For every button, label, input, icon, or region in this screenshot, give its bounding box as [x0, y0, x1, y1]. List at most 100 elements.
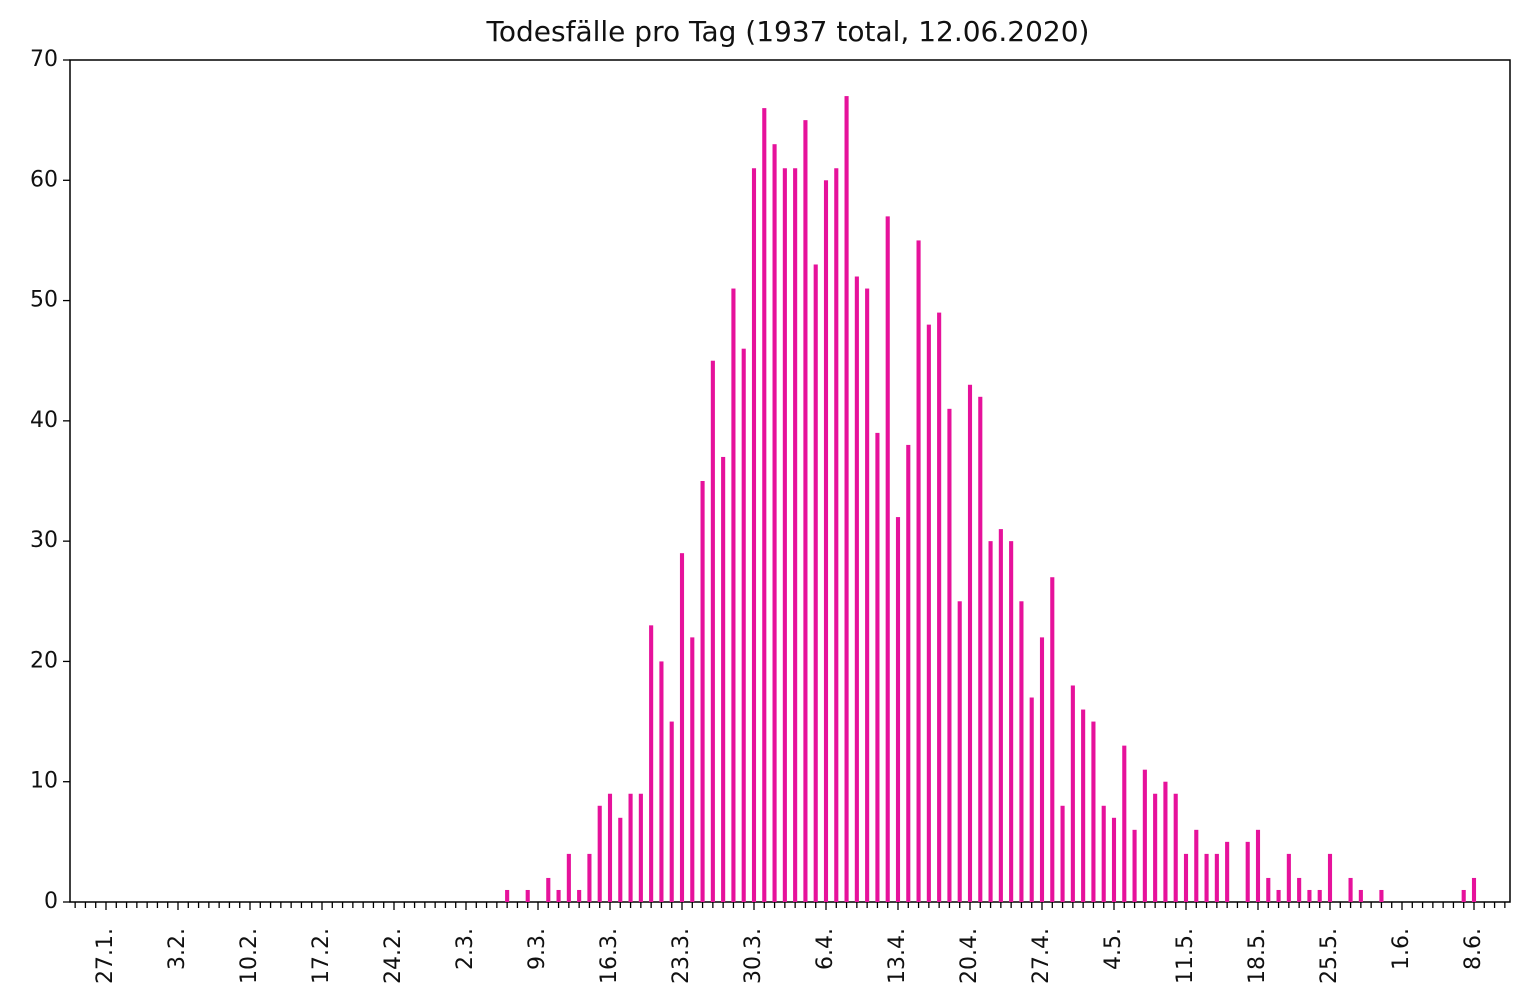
bar — [1194, 829, 1199, 902]
bar — [854, 276, 859, 902]
x-tick-label: 23.3. — [669, 928, 694, 984]
x-tick-label: 20.4. — [957, 928, 982, 984]
bar — [834, 168, 839, 902]
bar — [1153, 793, 1158, 902]
bar — [597, 805, 602, 902]
bar — [1009, 541, 1014, 902]
x-tick-label: 11.5. — [1173, 928, 1198, 984]
bar — [566, 853, 571, 902]
bar — [967, 384, 973, 902]
bar — [803, 120, 808, 902]
x-tick-label: 9.3. — [525, 928, 550, 970]
x-tick-label: 16.3. — [597, 928, 622, 984]
bar — [1214, 853, 1219, 902]
bar — [1163, 781, 1168, 902]
bar — [957, 601, 962, 902]
bar — [649, 625, 654, 902]
bar — [546, 877, 551, 902]
x-tick-label: 6.4. — [813, 928, 838, 970]
bar — [1039, 637, 1045, 902]
x-tick-label: 10.2. — [237, 928, 262, 984]
bar — [1101, 805, 1106, 902]
bar — [1019, 601, 1024, 902]
x-tick-label: 13.4. — [885, 928, 910, 984]
x-tick-label: 27.1. — [93, 928, 118, 984]
x-tick-label: 27.4. — [1029, 928, 1054, 984]
y-tick-label: 30 — [30, 528, 58, 553]
bar — [628, 793, 633, 902]
bar — [1122, 745, 1127, 902]
x-tick-label: 1.6. — [1389, 928, 1414, 970]
bar — [1379, 889, 1384, 902]
bar — [679, 553, 685, 902]
bar — [659, 661, 664, 902]
bar — [1297, 877, 1302, 902]
x-tick-label: 30.3. — [741, 928, 766, 984]
bar — [1317, 889, 1322, 902]
x-tick-label: 24.2. — [381, 928, 406, 984]
bar — [505, 889, 510, 902]
bar — [1348, 877, 1353, 902]
bar — [741, 348, 746, 903]
bar — [1276, 889, 1281, 902]
bar — [1142, 769, 1147, 902]
x-tick-label: 17.2. — [309, 928, 334, 984]
bar — [1111, 817, 1117, 902]
bar — [978, 396, 983, 902]
bar — [947, 408, 952, 902]
bar — [525, 889, 530, 902]
bar — [710, 360, 715, 902]
bar — [762, 108, 767, 903]
y-tick-label: 20 — [30, 648, 58, 673]
bar — [638, 793, 643, 902]
bar — [926, 324, 931, 903]
bar — [1255, 829, 1261, 902]
bar — [1286, 853, 1291, 902]
y-tick-label: 60 — [30, 167, 58, 192]
bar — [1081, 709, 1086, 902]
x-tick-label: 8.6. — [1461, 928, 1486, 970]
bar — [1327, 853, 1333, 902]
bar — [618, 817, 623, 902]
bar — [690, 637, 695, 902]
bar — [1204, 853, 1209, 902]
bar — [782, 168, 787, 902]
bar — [793, 168, 798, 902]
x-tick-label: 3.2. — [165, 928, 190, 970]
bar — [1060, 805, 1065, 902]
y-tick-label: 40 — [30, 408, 58, 433]
y-tick-label: 10 — [30, 769, 58, 794]
bar — [669, 721, 674, 902]
bar — [1307, 889, 1312, 902]
x-tick-label: 2.3. — [453, 928, 478, 970]
x-tick-label: 25.5. — [1317, 928, 1342, 984]
bar — [751, 168, 757, 902]
bar — [772, 144, 777, 902]
bar — [1173, 793, 1178, 902]
x-tick-label: 4.5. — [1101, 928, 1126, 970]
bar — [1183, 853, 1189, 902]
bar — [731, 288, 736, 902]
bar — [1245, 841, 1250, 902]
bar — [998, 529, 1003, 902]
bar — [906, 444, 911, 902]
bar — [813, 264, 818, 902]
bar — [916, 240, 921, 902]
bar — [988, 541, 993, 902]
bar — [587, 853, 592, 902]
bar — [895, 517, 901, 902]
bar — [865, 288, 870, 902]
bar — [607, 793, 613, 902]
bar — [721, 456, 726, 902]
y-tick-label: 0 — [44, 889, 58, 914]
chart-title: Todesfälle pro Tag (1937 total, 12.06.20… — [486, 15, 1090, 48]
bar — [1132, 829, 1137, 902]
bar — [1029, 697, 1034, 902]
bar — [1471, 877, 1477, 902]
y-tick-label: 50 — [30, 288, 58, 313]
bar — [885, 216, 890, 902]
bar — [577, 889, 582, 902]
bar — [1461, 889, 1466, 902]
